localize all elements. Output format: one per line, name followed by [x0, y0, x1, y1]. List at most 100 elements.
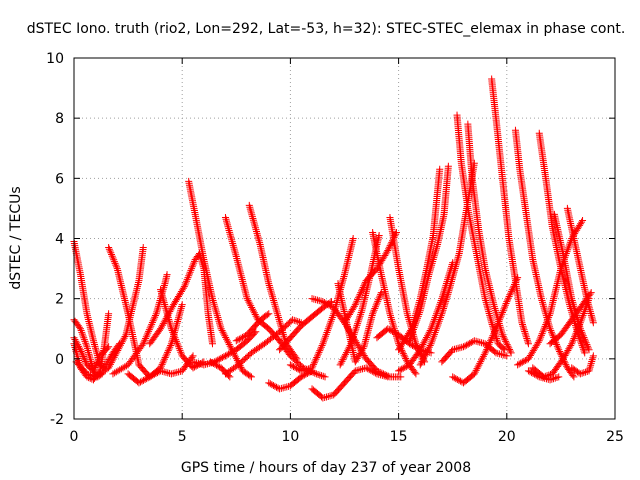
data-point: [251, 329, 259, 337]
data-point: [313, 352, 321, 360]
data-point: [353, 297, 361, 305]
data-point: [310, 360, 318, 368]
data-point: [213, 312, 221, 320]
data-point: [473, 365, 481, 373]
data-point: [502, 339, 510, 347]
data-point: [248, 303, 256, 311]
data-point: [502, 299, 510, 307]
data-point: [421, 337, 429, 345]
data-point: [536, 335, 544, 343]
data-point: [507, 349, 515, 357]
data-point: [214, 362, 222, 370]
data-point: [498, 309, 506, 317]
data-point: [150, 315, 158, 323]
data-point: [188, 265, 196, 273]
data-point: [208, 359, 216, 367]
series-31: [405, 162, 452, 345]
data-point: [542, 321, 550, 329]
data-point: [177, 304, 185, 312]
data-point: [578, 369, 586, 377]
data-point: [232, 337, 240, 345]
data-point: [556, 347, 564, 355]
data-point: [573, 328, 581, 336]
data-point: [479, 339, 487, 347]
data-point: [385, 326, 393, 334]
data-point: [248, 211, 256, 219]
data-point: [76, 346, 84, 354]
data-point: [584, 344, 592, 352]
data-point: [221, 352, 229, 360]
data-point: [120, 334, 128, 342]
data-point: [115, 345, 123, 353]
data-point: [493, 336, 501, 344]
data-point: [398, 365, 406, 373]
data-point: [443, 294, 451, 302]
data-point: [312, 296, 320, 304]
data-point: [377, 289, 385, 297]
y-axis-label: dSTEC / TECUs: [8, 186, 24, 289]
data-point: [208, 295, 216, 303]
data-point: [418, 357, 426, 365]
data-point: [254, 233, 262, 241]
series-36: [449, 274, 522, 387]
data-point: [316, 371, 324, 379]
data-point: [235, 335, 243, 343]
data-point: [368, 367, 376, 375]
data-point: [76, 325, 84, 333]
data-point: [535, 373, 543, 381]
data-point: [86, 371, 94, 379]
data-point: [387, 313, 395, 321]
data-point: [339, 276, 347, 284]
data-point: [503, 352, 511, 360]
data-point: [464, 340, 472, 348]
data-point: [490, 328, 498, 336]
data-point: [315, 348, 323, 356]
data-point: [444, 290, 452, 298]
data-point: [442, 297, 450, 305]
data-point: [440, 303, 448, 311]
data-point: [179, 284, 187, 292]
data-point: [503, 341, 511, 349]
data-point: [274, 312, 282, 320]
data-point: [269, 381, 277, 389]
data-point: [171, 334, 179, 342]
data-point: [582, 368, 590, 376]
data-point: [578, 328, 586, 336]
data-point: [340, 354, 348, 362]
data-point: [75, 323, 83, 331]
data-point: [277, 384, 285, 392]
data-point: [351, 301, 359, 309]
data-point: [374, 297, 382, 305]
data-point: [580, 334, 588, 342]
data-point: [507, 289, 515, 297]
data-point: [353, 321, 361, 329]
data-point: [463, 341, 471, 349]
data-point: [79, 351, 87, 359]
data-point: [188, 353, 196, 361]
data-point: [474, 363, 482, 371]
data-point: [238, 333, 246, 341]
data-point: [166, 343, 174, 351]
data-point: [529, 369, 537, 377]
x-tick-label: 0: [70, 429, 79, 445]
data-point: [171, 369, 179, 377]
data-point: [542, 319, 550, 327]
series-45: [524, 367, 563, 384]
data-point: [112, 261, 120, 269]
data-point: [212, 308, 220, 316]
data-point: [490, 301, 498, 309]
data-point: [397, 373, 405, 381]
data-point: [266, 380, 274, 388]
data-point: [161, 354, 169, 362]
data-point: [288, 362, 296, 370]
data-point: [292, 353, 300, 361]
data-point: [407, 341, 415, 349]
data-point: [270, 298, 278, 306]
data-point: [524, 367, 532, 375]
data-point: [272, 304, 280, 312]
axis-ticks: 0 5 10 15 20 25 -2 0 2 4 6 8 10: [46, 51, 624, 445]
data-point: [77, 347, 85, 355]
data-point: [82, 339, 90, 347]
data-point: [386, 312, 394, 320]
data-point: [312, 370, 320, 378]
